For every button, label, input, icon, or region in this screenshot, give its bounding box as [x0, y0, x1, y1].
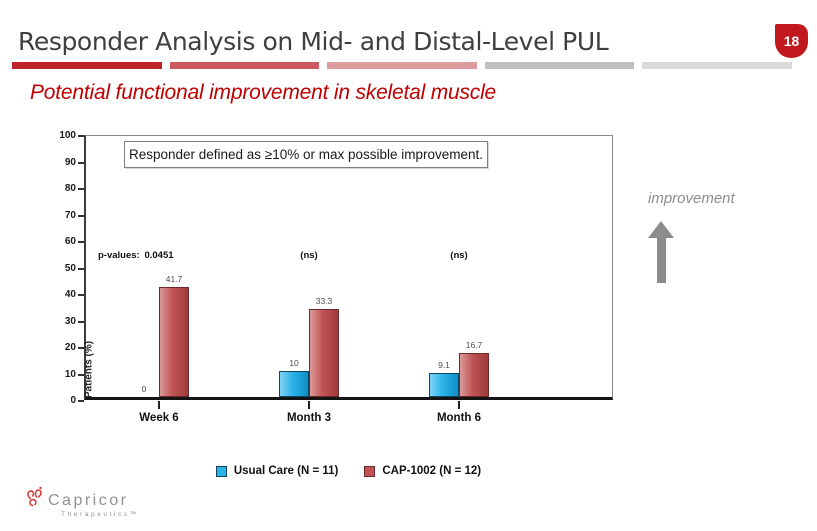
accent-divider [12, 62, 792, 69]
y-tick-mark [78, 347, 84, 349]
accent-bar-4 [484, 62, 635, 69]
x-tick-mark [158, 401, 160, 409]
y-tick-label: 40 [64, 289, 76, 300]
y-tick-label: 50 [64, 262, 76, 274]
y-tick-label: 70 [64, 209, 76, 221]
bar-cap1002-month-3 [309, 308, 339, 397]
page-number: 18 [783, 33, 800, 49]
p-value: 0.0451 [144, 250, 174, 261]
chart-annotation-text: Responder defined as ≥10% or max possibl… [128, 147, 484, 162]
accent-bar-5 [642, 62, 792, 69]
legend-swatch [364, 465, 376, 477]
y-axis-title: Patients (%) [83, 340, 95, 399]
p-value: (ns) [300, 250, 318, 261]
y-tick-label: 80 [64, 183, 76, 194]
slide-subtitle: Potential functional improvement in skel… [30, 81, 497, 104]
y-tick-mark [78, 294, 84, 296]
y-tick-mark [78, 400, 84, 402]
bar-value-label: 41.7 [165, 273, 183, 284]
legend-label: CAP-1002 (N = 12) [382, 465, 482, 477]
arrow-head [648, 221, 674, 238]
capricor-logo-icon [27, 486, 42, 507]
p-value: (ns) [450, 250, 468, 261]
y-tick-mark [78, 188, 84, 190]
page-title: Responder Analysis on Mid- and Distal-Le… [18, 27, 609, 56]
y-tick-mark [78, 241, 84, 243]
x-tick-mark [308, 401, 310, 409]
y-tick-label: 0 [70, 395, 76, 406]
legend-swatch [215, 465, 227, 477]
bar-value-label: 0 [141, 384, 147, 394]
y-tick-label: 30 [64, 315, 76, 327]
capricor-logo: Capricor Therapeutics™ [24, 485, 139, 518]
y-tick-mark [78, 267, 84, 270]
x-tick-mark [458, 401, 460, 409]
y-tick-mark [78, 373, 84, 376]
bar-value-label: 9.1 [438, 359, 450, 370]
y-tick-mark [78, 320, 84, 323]
y-tick-mark [78, 161, 84, 164]
arrow-stem [656, 238, 666, 283]
bar-chart-plot-area: Patients (%) Responder defined as ≥10% o… [59, 130, 613, 424]
bar-cap1002-month-6 [459, 352, 489, 397]
improvement-label: improvement [648, 190, 735, 207]
p-values-label: p-values: [98, 250, 140, 261]
accent-bar-1 [12, 62, 162, 69]
legend-label: Usual Care (N = 11) [233, 465, 339, 477]
bar-value-label: 16.7 [465, 339, 483, 350]
accent-bar-2 [169, 62, 320, 69]
bar-value-label: 33.3 [315, 295, 333, 306]
up-arrow-icon [648, 221, 674, 283]
bar-value-label: 10 [289, 357, 299, 368]
y-tick-label: 20 [64, 342, 76, 353]
chart-legend: Usual Care (N = 11) CAP-1002 (N = 12) [84, 465, 613, 477]
legend-item-cap1002: CAP-1002 (N = 12) [364, 465, 481, 477]
x-tick-label: Week 6 [139, 412, 179, 424]
y-tick-label: 90 [64, 156, 76, 168]
x-tick-label: Month 6 [436, 412, 482, 424]
logo-subtext: Therapeutics™ [61, 511, 139, 518]
y-tick-mark [78, 135, 84, 137]
y-tick-label: 100 [59, 130, 76, 141]
y-tick-label: 60 [64, 236, 76, 247]
y-tick-mark [78, 214, 84, 217]
chart-annotation-box: Responder defined as ≥10% or max possibl… [124, 141, 488, 168]
bar-cap1002-week-6 [159, 286, 189, 397]
legend-item-usual-care: Usual Care (N = 11) [215, 465, 339, 477]
bar-usual-care-month-3 [279, 370, 309, 397]
y-tick-label: 10 [64, 368, 76, 380]
bar-usual-care-month-6 [429, 372, 459, 397]
x-tick-label: Month 3 [286, 412, 332, 424]
logo-text: Capricor [48, 492, 129, 509]
accent-bar-3 [327, 62, 477, 69]
page-number-badge: 18 [775, 24, 808, 58]
